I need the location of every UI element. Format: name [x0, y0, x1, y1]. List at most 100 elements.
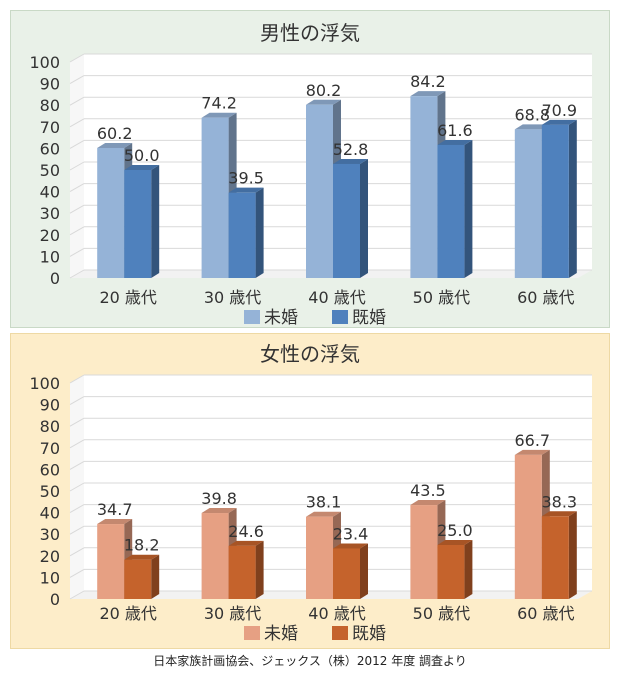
legend-label: 既婚 — [352, 624, 386, 644]
bar-top — [124, 554, 160, 560]
data-label: 34.7 — [97, 500, 133, 519]
bar-side — [360, 158, 368, 278]
y-tick-label: 20 — [40, 547, 60, 566]
legend-swatch — [244, 310, 260, 324]
gridline-depth — [69, 504, 85, 514]
y-tick-label: 30 — [40, 204, 60, 223]
bar-front — [333, 548, 360, 599]
bar-front — [124, 170, 152, 278]
bar-front — [228, 192, 256, 278]
female-chart-panel: 女性の浮気 0 10 20 30 40 50 60 70 80 90 100 34.7 18.2 20 歳代… — [10, 333, 610, 649]
data-label: 39.5 — [228, 169, 264, 188]
bar-married — [228, 540, 264, 599]
bar-married — [541, 511, 577, 599]
data-label: 70.9 — [541, 101, 577, 120]
bar-side — [151, 165, 160, 278]
chart-title: 女性の浮気 — [260, 342, 360, 366]
data-label: 60.2 — [97, 124, 133, 143]
bar-top — [514, 124, 550, 130]
data-label: 84.2 — [410, 72, 446, 91]
data-label: 24.6 — [228, 522, 264, 541]
x-tick-label: 60 歳代 — [517, 288, 574, 307]
bar-front — [97, 524, 125, 599]
y-tick-label: 70 — [40, 439, 60, 458]
gridline-depth — [69, 525, 85, 535]
x-tick-label: 50 歳代 — [413, 604, 470, 623]
bar-top — [437, 139, 473, 145]
bar-married — [124, 165, 160, 278]
y-tick-label: 80 — [40, 417, 60, 436]
gridline-depth — [69, 396, 85, 406]
bar-married — [228, 187, 264, 278]
gridline-depth — [69, 568, 85, 578]
y-tick-label: 100 — [29, 374, 60, 393]
y-tick-label: 40 — [40, 183, 60, 202]
female-chart: 女性の浮気 0 10 20 30 40 50 60 70 80 90 100 34.7 18.2 20 歳代… — [10, 333, 610, 649]
data-label: 25.0 — [437, 521, 473, 540]
y-tick-label: 50 — [40, 161, 60, 180]
gridline-depth — [69, 417, 85, 427]
y-tick-label: 60 — [40, 460, 60, 479]
x-tick-label: 60 歳代 — [517, 604, 574, 623]
bar-married — [333, 158, 368, 278]
y-tick-label: 30 — [40, 525, 60, 544]
gridline-depth — [69, 183, 85, 193]
bar-front — [437, 545, 465, 599]
y-tick-label: 100 — [29, 53, 60, 72]
gridline-depth — [69, 204, 85, 214]
y-tick-label: 0 — [50, 269, 60, 288]
y-tick-label: 80 — [40, 96, 60, 115]
bar-side — [360, 543, 368, 599]
bar-top — [201, 112, 237, 118]
y-tick-label: 70 — [40, 118, 60, 137]
bar-top — [228, 187, 264, 193]
gridline-depth — [69, 269, 85, 279]
bar-side — [255, 540, 264, 599]
y-tick-label: 0 — [50, 590, 60, 609]
y-tick-label: 50 — [40, 482, 60, 501]
bar-top — [97, 519, 133, 525]
x-tick-label: 50 歳代 — [413, 288, 470, 307]
bar-front — [410, 505, 438, 599]
gridline-depth — [69, 53, 85, 63]
legend-swatch — [332, 626, 348, 640]
bar-top — [541, 511, 577, 517]
gridline-depth — [69, 118, 85, 128]
bar-top — [514, 449, 550, 455]
bar-side — [255, 187, 264, 278]
bar-front — [410, 96, 438, 279]
bar-side — [464, 540, 473, 599]
bar-front — [306, 104, 333, 278]
y-tick-label: 90 — [40, 75, 60, 94]
data-label: 66.7 — [514, 431, 550, 450]
male-chart: 男性の浮気 0 10 20 30 40 50 60 70 80 90 100 60.2 50.0 20 歳代… — [10, 10, 610, 328]
bar-front — [201, 513, 229, 599]
bar-front — [228, 545, 256, 599]
bar-top — [333, 543, 368, 549]
data-label: 23.4 — [333, 524, 369, 543]
data-label: 74.2 — [201, 94, 237, 113]
bar-top — [541, 119, 577, 125]
legend-swatch — [244, 626, 260, 640]
source-caption: 日本家族計画協会、ジェックス（株）2012 年度 調査より — [153, 654, 467, 668]
x-tick-label: 20 歳代 — [99, 604, 156, 623]
data-label: 18.2 — [124, 536, 160, 555]
bar-top — [437, 540, 473, 545]
gridline-depth — [69, 226, 85, 236]
gridline-depth — [69, 460, 85, 470]
gridline-depth — [69, 439, 85, 449]
x-tick-label: 20 歳代 — [99, 288, 156, 307]
bar-married — [333, 543, 368, 599]
bar-side — [568, 511, 577, 599]
bar-front — [333, 163, 360, 278]
bar-married — [437, 139, 473, 278]
data-label: 52.8 — [333, 140, 369, 159]
legend-label: 未婚 — [264, 308, 298, 328]
gridline-depth — [69, 590, 85, 600]
bar-front — [124, 559, 152, 599]
legend-label: 既婚 — [352, 308, 386, 328]
data-label: 80.2 — [306, 81, 342, 100]
data-label: 43.5 — [410, 481, 446, 500]
x-tick-label: 30 歳代 — [204, 604, 261, 623]
gridline-depth — [69, 374, 85, 384]
